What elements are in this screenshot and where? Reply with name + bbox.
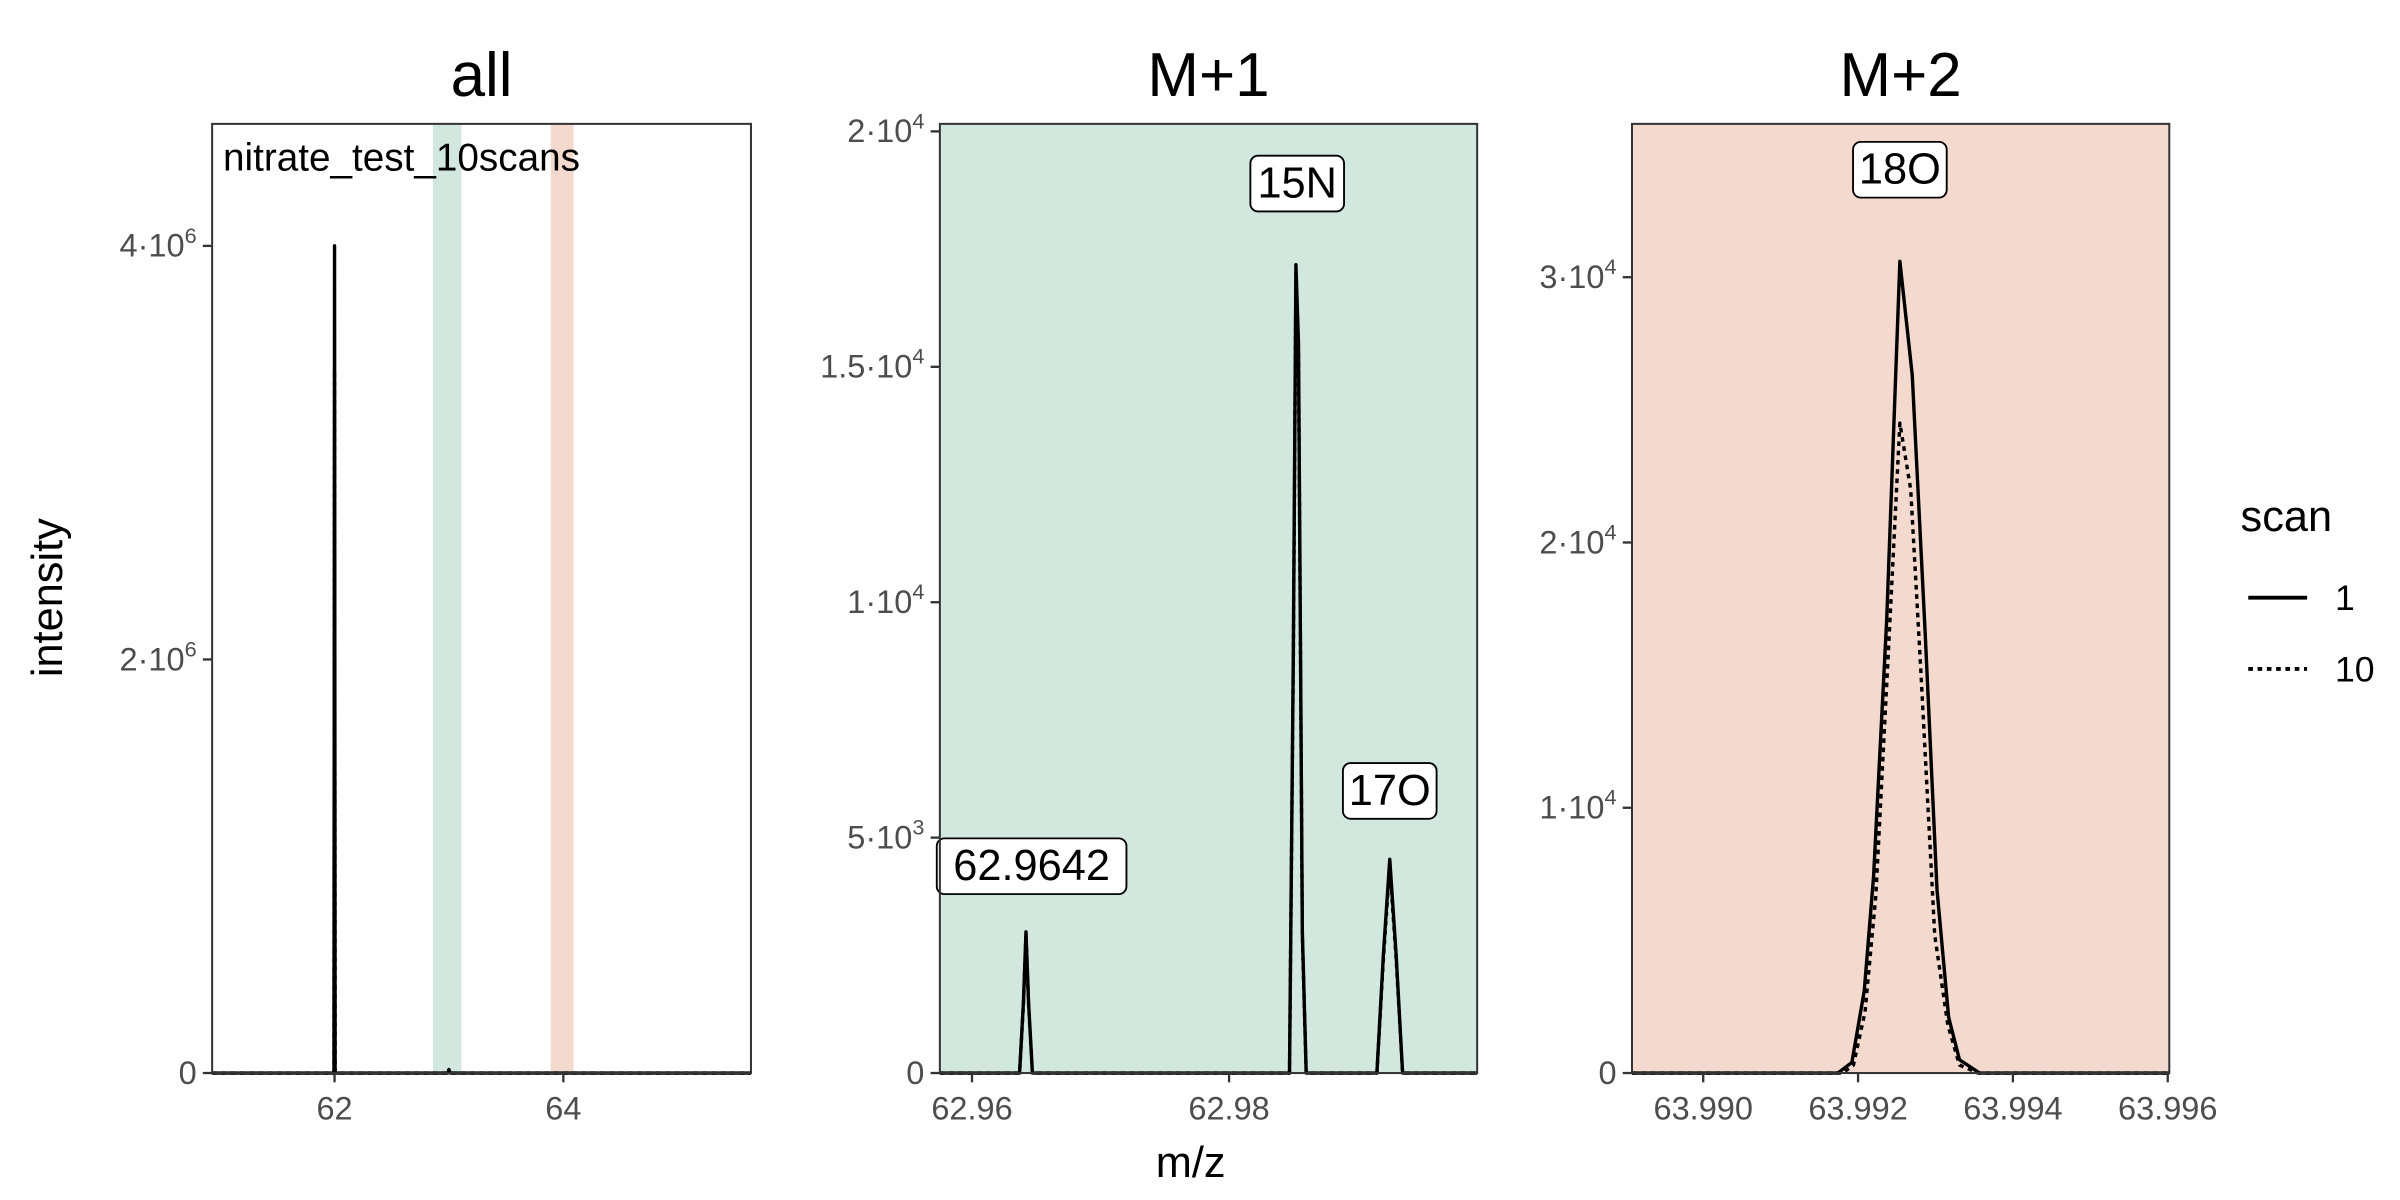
peak-label: 18O: [1859, 146, 1941, 194]
peak-label-box: [1852, 140, 1948, 199]
legend-label-10: 10: [2335, 649, 2375, 689]
panels: all nitrate_test_10scans 62 64 0 2·106 4·106 M+…: [120, 41, 2218, 1126]
x-tick-label: 63.994: [1963, 1090, 2062, 1126]
peak-label-box: [935, 837, 1128, 896]
panel-0: all nitrate_test_10scans 62 64 0 2·106 4·106: [120, 41, 752, 1126]
legend-label-1: 1: [2335, 578, 2355, 618]
y-tick-label: 3·104: [1539, 254, 1616, 295]
y-tick-label: 1.5·104: [820, 344, 924, 385]
x-tick-label: 63.992: [1808, 1090, 1907, 1126]
x-axis-title: m/z: [1156, 1139, 1226, 1187]
panel-1: M+1 62.9642 15N 17O 62.96 62.98 0 5·103 1·104 1.5…: [820, 41, 1479, 1126]
series-line-scan-10: [1632, 421, 2170, 1075]
y-tick-label: 5·103: [847, 815, 924, 856]
highlight-band: [550, 123, 574, 1074]
panel-title: all: [451, 41, 513, 110]
y-tick-label: 1·104: [847, 579, 924, 620]
legend: scan 1 10: [2241, 493, 2375, 689]
x-tick-label: 62.98: [1188, 1090, 1269, 1126]
y-tick-label: 2·104: [1539, 519, 1616, 560]
y-tick-label: 2·104: [847, 108, 924, 149]
y-tick-label: 0: [906, 1055, 924, 1091]
panel-background: [939, 123, 1478, 1074]
y-tick-label: 4·106: [120, 223, 197, 264]
highlight-band: [432, 123, 462, 1074]
x-tick-label: 62.96: [931, 1090, 1012, 1126]
panel-title: M+2: [1840, 41, 1962, 110]
panel-border: [211, 122, 752, 1075]
peak-label: 62.9642: [953, 842, 1110, 890]
y-tick-label: 1·104: [1539, 785, 1616, 826]
panel-border: [938, 122, 1479, 1075]
y-axis-title: intensity: [24, 518, 72, 677]
dataset-annotation: nitrate_test_10scans: [223, 136, 580, 179]
legend-title: scan: [2241, 493, 2333, 541]
x-tick-label: 62: [316, 1090, 352, 1126]
series-line-scan-1: [1632, 259, 2170, 1075]
y-tick-label: 2·106: [120, 636, 197, 677]
panel-title: M+1: [1147, 41, 1269, 110]
panel-border: [1630, 122, 2171, 1075]
y-tick-label: 0: [1598, 1055, 1616, 1091]
series-line-scan-10: [939, 270, 1478, 1075]
panel-background: [212, 123, 751, 1074]
peak-label: 15N: [1257, 160, 1337, 208]
x-tick-label: 64: [545, 1090, 581, 1126]
peak-label: 17O: [1349, 767, 1431, 815]
x-tick-label: 63.996: [2118, 1090, 2217, 1126]
peak-label-box: [1341, 762, 1438, 820]
y-tick-label: 0: [179, 1055, 197, 1091]
panel-2: M+2 18O 63.990 63.992 63.994 63.996 0 1·104 2·10…: [1539, 41, 2217, 1126]
peak-label-box: [1249, 154, 1345, 213]
x-tick-label: 63.990: [1654, 1090, 1753, 1126]
